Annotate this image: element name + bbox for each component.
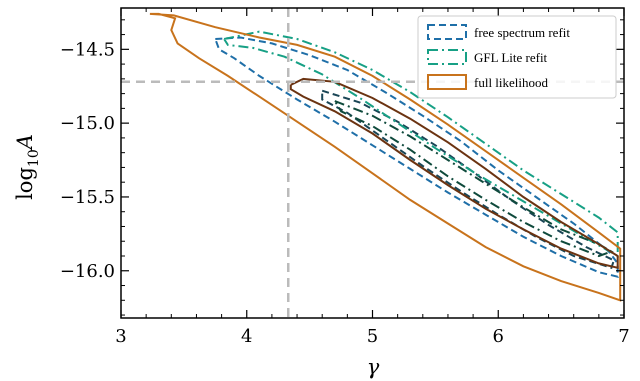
legend-swatches: [427, 24, 467, 90]
y-axis-label: log10A: [13, 134, 42, 200]
y-axis-label-sub: 10: [26, 149, 42, 167]
axis-ticks: 3 4 5 6 7 −14.5 −15.0 −15.5 −16.0: [60, 8, 630, 347]
legend-label-gfl-lite: GFL Lite refit: [474, 50, 548, 65]
x-tick-label: 3: [115, 326, 126, 347]
contour-free-spectrum-refit-inner: [321, 89, 616, 270]
legend-label-free-spectrum: free spectrum refit: [474, 25, 570, 40]
legend: free spectrum refit GFL Lite refit full …: [417, 15, 617, 99]
plot-area: [121, 8, 624, 318]
y-tick-label: −14.5: [60, 39, 115, 60]
legend-label-full-likelihood: full likelihood: [474, 75, 549, 90]
legend-swatch-full-likelihood: [427, 74, 467, 90]
legend-swatch-gfl-lite-refit: [427, 49, 467, 65]
x-tick-label: 5: [367, 326, 378, 347]
x-tick-label: 7: [618, 326, 629, 347]
y-axis-label-base: log: [13, 167, 37, 200]
x-tick-label: 6: [493, 326, 504, 347]
y-tick-label: −15.0: [60, 113, 115, 134]
y-tick-label: −15.5: [60, 187, 115, 208]
legend-swatch-free-spectrum-refit: [427, 24, 467, 40]
legend-box: [417, 15, 617, 99]
contour-free-spectrum-refit-outer: [214, 36, 619, 278]
contour-full-likelihood-outer: [149, 12, 622, 302]
y-axis-label-var: A: [13, 134, 37, 151]
x-tick-label: 4: [241, 326, 252, 347]
contour-gfl-lite-refit-inner: [333, 100, 614, 258]
x-axis-label: γ: [367, 355, 380, 379]
y-tick-label: −16.0: [60, 261, 115, 282]
contour-full-likelihood-inner: [289, 77, 619, 270]
